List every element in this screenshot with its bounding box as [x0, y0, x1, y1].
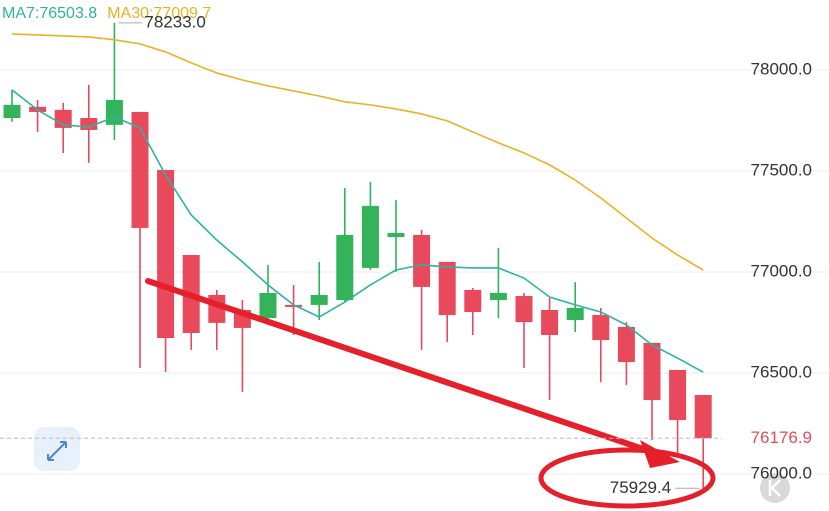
- candle-body: [131, 111, 149, 228]
- ma-line: [11, 89, 704, 373]
- candle-body: [310, 295, 328, 305]
- y-tick-label: 77000.0: [751, 261, 812, 280]
- candle-body: [566, 307, 584, 321]
- candle-body: [515, 296, 533, 323]
- k-button[interactable]: [760, 473, 790, 503]
- legend-entry: MA30:77009.7: [107, 5, 211, 22]
- last-price-label: 76176.9: [751, 428, 812, 447]
- candle-body: [694, 395, 712, 439]
- y-tick-label: 77500.0: [751, 160, 812, 179]
- candle-body: [54, 109, 72, 128]
- y-tick-label: 78000.0: [751, 59, 812, 78]
- candle-body: [361, 205, 379, 268]
- candle-body: [617, 326, 635, 363]
- expand-button[interactable]: [34, 427, 80, 471]
- candle-body: [541, 309, 559, 336]
- candle-body: [643, 342, 661, 401]
- candle-body: [438, 261, 456, 316]
- candle-body: [413, 234, 431, 287]
- candle-body: [669, 369, 687, 421]
- candle-body: [157, 169, 175, 339]
- candle-body: [489, 292, 507, 301]
- legend-entry: MA7:76503.8: [2, 5, 97, 22]
- annotation-ellipse: [538, 447, 716, 509]
- candle-body: [3, 104, 21, 119]
- marks: [3, 22, 712, 489]
- last-price-box: [722, 425, 826, 452]
- candle-body: [105, 100, 123, 125]
- candle-body: [80, 118, 98, 130]
- candle-body: [336, 234, 354, 301]
- candle-body: [464, 289, 482, 312]
- candle-body: [592, 315, 610, 341]
- legend: MA7:76503.8 MA30:77009.7: [2, 5, 211, 22]
- y-tick-label: 76500.0: [751, 362, 812, 381]
- high-label: 78233.0: [144, 12, 205, 31]
- candle-body: [285, 304, 303, 307]
- candle-body: [259, 292, 277, 319]
- annotation-arrow: [145, 278, 655, 455]
- ma-line: [11, 33, 704, 271]
- candle-body: [387, 232, 405, 238]
- y-tick-label: 76000.0: [751, 464, 812, 483]
- low-label: 75929.4: [610, 478, 671, 497]
